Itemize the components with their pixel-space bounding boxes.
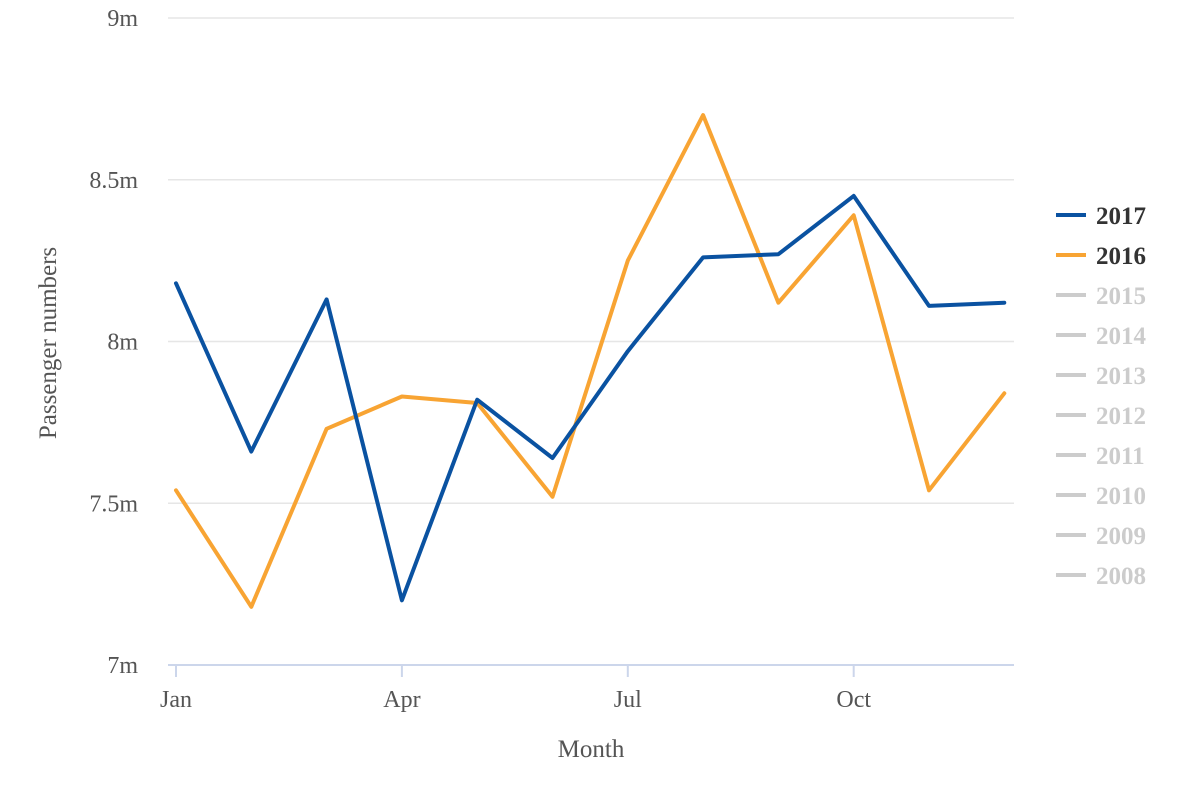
y-tick-label: 9m [107, 6, 138, 32]
legend-label: 2011 [1096, 443, 1145, 470]
y-tick-label: 7m [107, 653, 138, 679]
x-tick-label: Jul [614, 687, 642, 713]
y-axis-title: Passenger numbers [35, 247, 62, 439]
legend-label: 2010 [1096, 483, 1146, 510]
legend-label: 2012 [1096, 403, 1146, 430]
x-tick-label: Jan [160, 687, 192, 713]
legend-item-2017[interactable]: 2017 [1056, 203, 1146, 230]
series-lines [174, 113, 1007, 609]
legend[interactable]: 2017 2016 2015 2014 2013 2012 2011 2010 2009 2008 [1056, 203, 1147, 590]
legend-item-2014[interactable]: 2014 [1056, 323, 1147, 350]
x-axis-ticks: Jan Apr Jul Oct [160, 665, 871, 713]
legend-item-2013[interactable]: 2013 [1056, 363, 1146, 390]
legend-item-2015[interactable]: 2015 [1056, 283, 1146, 310]
legend-item-2008[interactable]: 2008 [1056, 563, 1146, 590]
legend-label: 2016 [1096, 243, 1146, 270]
legend-item-2016[interactable]: 2016 [1056, 243, 1146, 270]
legend-item-2011[interactable]: 2011 [1056, 443, 1145, 470]
legend-label: 2009 [1096, 523, 1146, 550]
legend-item-2012[interactable]: 2012 [1056, 403, 1146, 430]
y-tick-label: 8.5m [89, 168, 138, 194]
legend-label: 2013 [1096, 363, 1146, 390]
y-axis-ticks: 7m 7.5m 8m 8.5m 9m [89, 6, 138, 679]
legend-label: 2008 [1096, 563, 1146, 590]
series-line-2016 [174, 113, 1007, 609]
series-line-2017 [174, 193, 1007, 603]
x-tick-label: Oct [836, 687, 871, 713]
y-tick-label: 7.5m [89, 491, 138, 517]
x-tick-label: Apr [383, 687, 420, 713]
y-tick-label: 8m [107, 330, 138, 356]
legend-label: 2014 [1096, 323, 1147, 350]
legend-label: 2015 [1096, 283, 1146, 310]
legend-item-2010[interactable]: 2010 [1056, 483, 1146, 510]
legend-item-2009[interactable]: 2009 [1056, 523, 1146, 550]
legend-label: 2017 [1096, 203, 1146, 230]
x-axis-title: Month [558, 736, 625, 763]
gridlines [168, 17, 1014, 504]
